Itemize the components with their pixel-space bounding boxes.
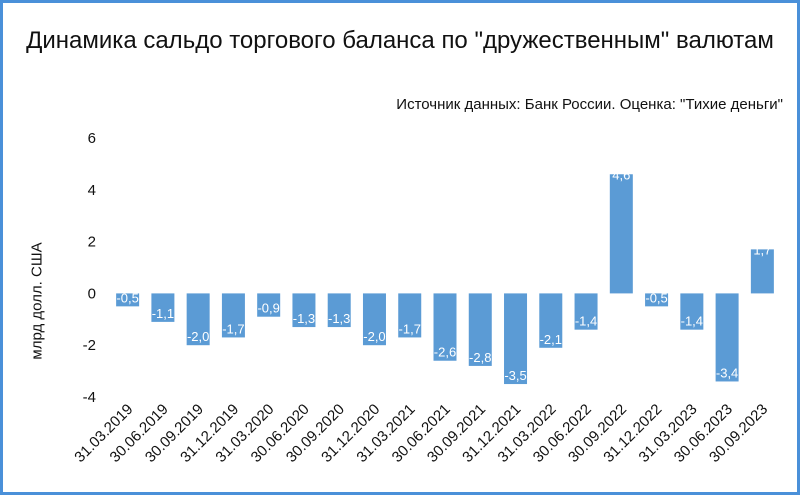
bar	[715, 293, 739, 382]
bar	[257, 293, 281, 317]
data-label: -1,3	[293, 311, 315, 326]
bar	[433, 293, 457, 361]
chart-title: Динамика сальдо торгового баланса по "др…	[26, 27, 774, 54]
data-label: -2,6	[434, 345, 456, 360]
data-label: -0,9	[257, 301, 279, 316]
data-label: -1,4	[575, 314, 597, 329]
x-axis-ticks: 31.03.201930.06.201930.09.201931.12.2019…	[71, 401, 771, 466]
bar	[221, 293, 245, 338]
bar	[680, 293, 704, 330]
bar	[398, 293, 422, 338]
y-tick-label: 6	[88, 130, 96, 147]
data-labels: -0,5 -1,1 -2,0 -1,7 -0,9 -1,3 -1,3 -2,0 -1,7 -2,6…	[116, 167, 771, 383]
data-label: -3,5	[504, 368, 526, 383]
data-label: -2,0	[363, 329, 385, 344]
bar	[292, 293, 316, 328]
bar	[468, 293, 492, 366]
bar	[645, 293, 669, 307]
data-label: -2,0	[187, 329, 209, 344]
bar	[609, 174, 633, 294]
y-tick-label: -2	[83, 337, 96, 354]
y-axis-ticks: -4 -2 0 2 4 6	[83, 130, 96, 406]
bar	[504, 293, 528, 385]
bar	[539, 293, 563, 348]
data-label: -1,4	[681, 314, 703, 329]
data-label: -1,7	[222, 321, 244, 336]
y-tick-label: 2	[88, 234, 96, 251]
bar	[750, 249, 774, 294]
bar	[362, 293, 386, 346]
bars	[116, 174, 774, 385]
bar	[116, 293, 140, 307]
data-label: -1,7	[399, 321, 421, 336]
data-label: -0,5	[645, 290, 667, 305]
data-label: -3,4	[716, 365, 738, 380]
bar	[327, 293, 351, 328]
data-label: -2,8	[469, 350, 491, 365]
y-tick-label: -4	[83, 389, 96, 406]
data-label: -1,1	[152, 306, 174, 321]
chart-subtitle: Источник данных: Банк России. Оценка: "Т…	[396, 96, 783, 113]
data-label: -2,1	[540, 332, 562, 347]
data-label: 1,7	[753, 242, 771, 257]
data-label: 4,6	[612, 167, 630, 182]
bar	[186, 293, 210, 346]
y-tick-label: 0	[88, 285, 96, 302]
bar	[574, 293, 598, 330]
data-label: -1,3	[328, 311, 350, 326]
bar	[151, 293, 175, 322]
data-label: -0,5	[116, 290, 138, 305]
y-tick-label: 4	[88, 182, 96, 199]
